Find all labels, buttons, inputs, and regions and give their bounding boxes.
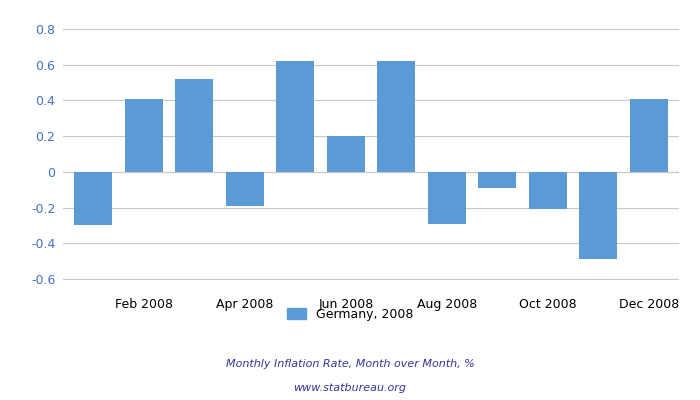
Legend: Germany, 2008: Germany, 2008: [282, 303, 418, 326]
Bar: [630, 99, 668, 172]
Bar: [226, 172, 264, 206]
Bar: [74, 172, 112, 226]
Text: www.statbureau.org: www.statbureau.org: [293, 383, 407, 393]
Bar: [327, 136, 365, 172]
Bar: [478, 172, 516, 188]
Text: Monthly Inflation Rate, Month over Month, %: Monthly Inflation Rate, Month over Month…: [225, 359, 475, 369]
Bar: [125, 99, 162, 172]
Bar: [377, 61, 415, 172]
Bar: [276, 61, 314, 172]
Bar: [175, 79, 214, 172]
Bar: [580, 172, 617, 260]
Bar: [528, 172, 567, 209]
Bar: [428, 172, 466, 224]
